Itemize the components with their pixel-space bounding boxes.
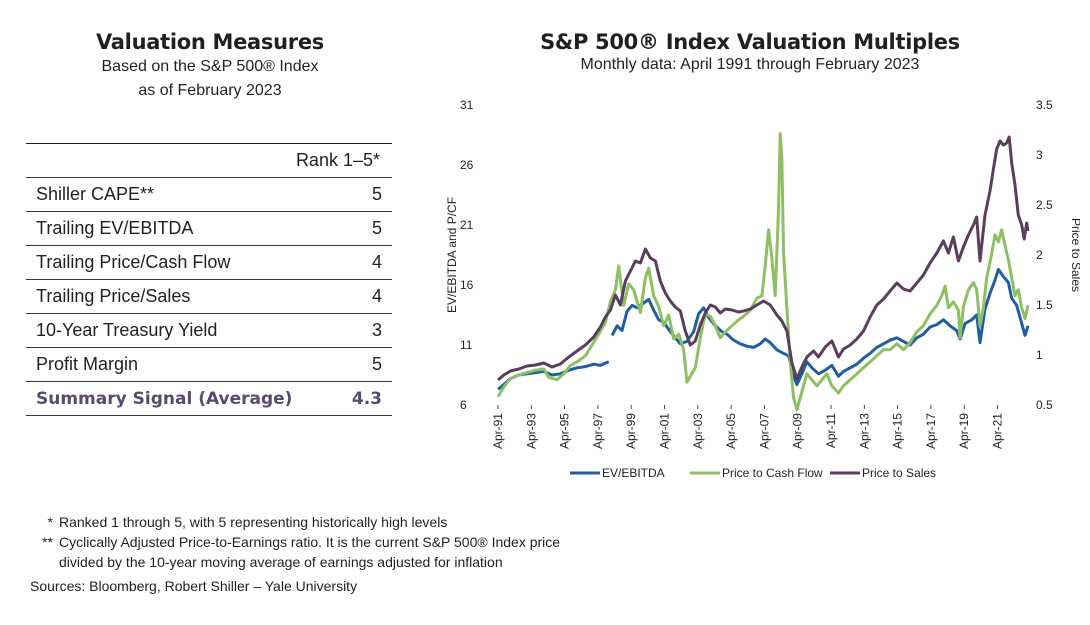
valuation-measures-title: Valuation Measures bbox=[96, 30, 324, 54]
y-left-tick-label: 11 bbox=[460, 338, 473, 352]
footnote-2-line-1: Cyclically Adjusted Price-to-Earnings ra… bbox=[59, 534, 561, 550]
chart-subtitle: Monthly data: April 1991 through Februar… bbox=[580, 56, 920, 73]
measure-label: Trailing Price/Cash Flow bbox=[26, 245, 337, 280]
y-right-tick-label: 3.5 bbox=[1036, 98, 1053, 112]
summary-value: 4.3 bbox=[336, 381, 392, 416]
measure-label: Profit Margin bbox=[26, 347, 337, 382]
valuation-measures-subtitle-2: as of February 2023 bbox=[138, 82, 282, 99]
summary-label: Summary Signal (Average) bbox=[26, 381, 337, 416]
table-row: Trailing Price/Sales 4 bbox=[26, 279, 392, 314]
x-tick-label: Apr-03 bbox=[691, 413, 705, 449]
y-right-tick-label: 2.5 bbox=[1036, 198, 1053, 212]
x-tick-label: Apr-91 bbox=[491, 413, 505, 449]
series-line-ev-ebitda bbox=[610, 267, 1030, 387]
measure-label: 10-Year Treasury Yield bbox=[26, 313, 337, 348]
footnote-2-mark: ** bbox=[42, 534, 53, 550]
measure-rank: 5 bbox=[336, 211, 392, 246]
legend-label: EV/EBITDA bbox=[602, 466, 665, 480]
table-row: Profit Margin 5 bbox=[26, 347, 392, 382]
y-right-tick-label: 3 bbox=[1036, 148, 1043, 162]
valuation-measures-subtitle-1: Based on the S&P 500® Index bbox=[101, 58, 319, 75]
footnote-2-line-2: divided by the 10-year moving average of… bbox=[59, 554, 503, 570]
table-row: Trailing Price/Cash Flow 4 bbox=[26, 245, 392, 280]
y-right-tick-label: 2 bbox=[1036, 248, 1043, 262]
x-tick-label: Apr-01 bbox=[658, 413, 672, 449]
footnote-2: ** Cyclically Adjusted Price-to-Earnings… bbox=[33, 532, 633, 572]
footnote-1-text: Ranked 1 through 5, with 5 representing … bbox=[59, 514, 448, 530]
y-left-tick-label: 16 bbox=[460, 278, 474, 292]
measure-label: Shiller CAPE** bbox=[26, 177, 337, 212]
footnotes: * Ranked 1 through 5, with 5 representin… bbox=[30, 512, 633, 596]
y-left-axis-label: EV/EBITDA and P/CF bbox=[445, 197, 459, 313]
table-row: Shiller CAPE** 5 bbox=[26, 177, 392, 212]
table-header-row: Rank 1–5* bbox=[26, 143, 392, 178]
measure-label: Trailing EV/EBITDA bbox=[26, 211, 337, 246]
measure-rank: 5 bbox=[336, 177, 392, 212]
series-line-price-to-sales bbox=[497, 135, 1030, 382]
x-tick-label: Apr-05 bbox=[724, 413, 738, 449]
rank-column-header: Rank 1–5* bbox=[26, 143, 392, 178]
x-tick-label: Apr-21 bbox=[991, 413, 1005, 449]
chart-header: S&P 500® Index Valuation Multiples Month… bbox=[450, 30, 1050, 76]
measure-label: Trailing Price/Sales bbox=[26, 279, 337, 314]
valuation-multiples-chart: 6 11 16 21 26 31 0.5 1 1.5 2 2.5 3 3.5 EV/EBITDA and … bbox=[445, 98, 1080, 480]
table-row: Trailing EV/EBITDA 5 bbox=[26, 211, 392, 246]
measure-rank: 4 bbox=[336, 245, 392, 280]
footnote-1-mark: * bbox=[47, 514, 53, 530]
x-tick-label: Apr-99 bbox=[624, 413, 638, 449]
y-left-tick-label: 21 bbox=[460, 218, 474, 232]
measure-rank: 3 bbox=[336, 313, 392, 348]
x-tick-label: Apr-15 bbox=[891, 413, 905, 449]
x-tick-label: Apr-09 bbox=[791, 413, 805, 449]
x-tick-label: Apr-19 bbox=[957, 413, 971, 449]
x-tick-label: Apr-93 bbox=[524, 413, 538, 449]
x-tick-label: Apr-95 bbox=[558, 413, 572, 449]
footnote-1: * Ranked 1 through 5, with 5 representin… bbox=[33, 512, 633, 532]
y-right-tick-label: 0.5 bbox=[1036, 398, 1053, 412]
valuation-table: Rank 1–5* Shiller CAPE** 5 Trailing EV/E… bbox=[26, 143, 392, 416]
series-line-price-to-cash-flow bbox=[496, 132, 1030, 412]
y-right-tick-label: 1.5 bbox=[1036, 298, 1053, 312]
y-left-tick-label: 31 bbox=[460, 98, 474, 112]
measure-rank: 5 bbox=[336, 347, 392, 382]
x-tick-label: Apr-97 bbox=[591, 413, 605, 449]
y-right-axis-label: Price to Sales bbox=[1069, 218, 1080, 292]
valuation-measures-panel: Valuation Measures Based on the S&P 500®… bbox=[26, 30, 394, 102]
legend-label: Price to Sales bbox=[862, 466, 936, 480]
summary-row: Summary Signal (Average) 4.3 bbox=[26, 381, 392, 416]
sources-note: Sources: Bloomberg, Robert Shiller – Yal… bbox=[30, 578, 358, 594]
x-tick-label: Apr-13 bbox=[857, 413, 871, 449]
x-tick-label: Apr-17 bbox=[924, 413, 938, 449]
table-row: 10-Year Treasury Yield 3 bbox=[26, 313, 392, 348]
measure-rank: 4 bbox=[336, 279, 392, 314]
y-left-tick-label: 6 bbox=[460, 398, 467, 412]
y-left-tick-label: 26 bbox=[460, 158, 474, 172]
x-tick-label: Apr-11 bbox=[824, 413, 838, 448]
x-tick-label: Apr-07 bbox=[757, 413, 771, 449]
chart-title: S&P 500® Index Valuation Multiples bbox=[540, 30, 960, 54]
y-right-tick-label: 1 bbox=[1036, 348, 1043, 362]
legend-label: Price to Cash Flow bbox=[722, 466, 823, 480]
